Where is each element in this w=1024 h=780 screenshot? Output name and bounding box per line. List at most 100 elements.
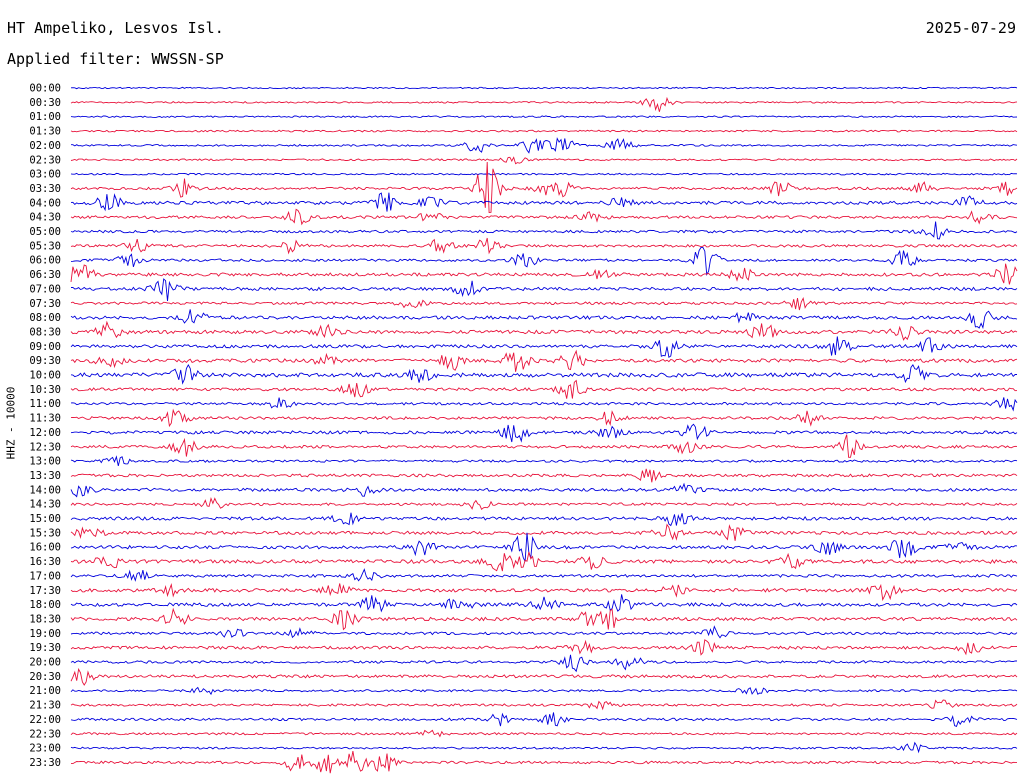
time-tick-label: 20:30 bbox=[29, 671, 61, 683]
time-tick-label: 16:00 bbox=[29, 542, 61, 554]
seismic-trace-line bbox=[70, 156, 1018, 165]
seismic-trace-line bbox=[70, 582, 1018, 602]
seismic-trace-line bbox=[70, 468, 1018, 483]
seismic-trace-line bbox=[70, 686, 1018, 696]
seismic-trace-line bbox=[70, 129, 1018, 133]
seismic-trace-line bbox=[70, 496, 1018, 511]
seismic-trace-line bbox=[70, 667, 1018, 686]
time-tick-label: 06:00 bbox=[29, 255, 61, 267]
time-tick-label: 09:00 bbox=[29, 341, 61, 353]
seismic-trace-line bbox=[70, 594, 1018, 613]
seismic-trace-line bbox=[70, 172, 1018, 176]
time-tick-label: 10:30 bbox=[29, 384, 61, 396]
time-tick-label: 22:00 bbox=[29, 714, 61, 726]
time-tick-label: 03:00 bbox=[29, 169, 61, 181]
time-tick-label: 09:30 bbox=[29, 355, 61, 367]
time-tick-label: 19:00 bbox=[29, 628, 61, 640]
seismic-trace-line bbox=[70, 115, 1018, 119]
seismic-trace-line bbox=[71, 137, 1018, 154]
seismic-trace-line bbox=[70, 208, 1018, 226]
time-tick-label: 05:30 bbox=[29, 240, 61, 252]
time-tick-label: 14:00 bbox=[29, 484, 61, 496]
seismic-trace-line bbox=[70, 237, 1018, 255]
time-tick-label: 22:30 bbox=[29, 728, 61, 740]
time-tick-label: 17:00 bbox=[29, 570, 61, 582]
seismic-trace-line bbox=[70, 434, 1018, 458]
seismic-trace-line bbox=[70, 741, 1018, 754]
time-tick-label: 05:00 bbox=[29, 226, 61, 238]
time-tick-label: 23:00 bbox=[29, 743, 61, 755]
seismic-trace-line bbox=[70, 654, 1018, 673]
time-tick-label: 18:00 bbox=[29, 599, 61, 611]
time-tick-label: 11:30 bbox=[29, 413, 61, 425]
time-tick-label: 15:00 bbox=[29, 513, 61, 525]
time-tick-label: 08:00 bbox=[29, 312, 61, 324]
time-tick-label: 21:00 bbox=[29, 685, 61, 697]
time-tick-label: 13:00 bbox=[29, 456, 61, 468]
time-tick-label: 01:30 bbox=[29, 126, 61, 138]
seismic-trace-line bbox=[70, 349, 1018, 372]
time-tick-label: 01:00 bbox=[29, 111, 61, 123]
seismic-trace-line bbox=[70, 161, 1018, 213]
seismic-trace-line bbox=[70, 96, 1018, 112]
time-tick-label: 04:30 bbox=[29, 212, 61, 224]
seismic-trace-line bbox=[70, 699, 1018, 711]
seismic-trace-line bbox=[70, 278, 1018, 302]
seismic-trace-line bbox=[70, 320, 1018, 341]
time-tick-label: 07:30 bbox=[29, 298, 61, 310]
time-tick-label: 04:00 bbox=[29, 197, 61, 209]
time-tick-label: 16:30 bbox=[29, 556, 61, 568]
seismic-trace-line bbox=[70, 639, 1018, 656]
seismic-trace-line bbox=[70, 532, 1018, 562]
seismic-trace-line bbox=[70, 512, 1018, 527]
seismic-trace-line bbox=[70, 729, 1018, 738]
seismic-trace-line bbox=[70, 296, 1018, 311]
seismic-trace-line bbox=[70, 482, 1018, 498]
time-tick-label: 18:30 bbox=[29, 613, 61, 625]
time-tick-label: 00:30 bbox=[29, 97, 61, 109]
time-tick-label: 23:30 bbox=[29, 757, 61, 769]
time-tick-label: 21:30 bbox=[29, 700, 61, 712]
seismic-trace-line bbox=[70, 86, 1018, 90]
time-tick-label: 02:30 bbox=[29, 154, 61, 166]
filter-label: Applied filter: WWSSN-SP bbox=[7, 50, 224, 68]
date-label: 2025-07-29 bbox=[925, 19, 1016, 37]
seismic-trace-line bbox=[70, 607, 1018, 631]
time-tick-label: 14:30 bbox=[29, 499, 61, 511]
time-tick-label: 12:30 bbox=[29, 441, 61, 453]
seismic-trace-line bbox=[70, 246, 1018, 276]
seismic-trace-line bbox=[70, 551, 1018, 572]
time-tick-label: 17:30 bbox=[29, 585, 61, 597]
seismic-trace-line bbox=[71, 751, 1017, 774]
time-tick-label: 19:30 bbox=[29, 642, 61, 654]
seismic-trace-line bbox=[70, 455, 1018, 467]
time-tick-label: 00:00 bbox=[29, 83, 61, 95]
seismic-trace-line bbox=[70, 336, 1018, 358]
trace-group bbox=[70, 86, 1018, 774]
time-tick-label: 06:30 bbox=[29, 269, 61, 281]
time-tick-label: 10:00 bbox=[29, 370, 61, 382]
seismic-trace-line bbox=[70, 309, 1018, 330]
time-tick-group: 00:00 00:30 01:00 01:30 02:00 02:30 03:00 03:30… bbox=[29, 83, 61, 769]
time-tick-label: 11:00 bbox=[29, 398, 61, 410]
seismic-trace-line bbox=[70, 397, 1018, 412]
seismic-trace-line bbox=[70, 221, 1018, 240]
time-tick-label: 08:30 bbox=[29, 326, 61, 338]
time-tick-label: 15:30 bbox=[29, 527, 61, 539]
seismic-trace-line bbox=[70, 192, 1018, 212]
seismic-trace-line bbox=[70, 408, 1018, 428]
seismic-trace-line bbox=[70, 712, 1018, 727]
time-tick-label: 07:00 bbox=[29, 283, 61, 295]
time-tick-label: 12:00 bbox=[29, 427, 61, 439]
seismic-trace-line bbox=[70, 423, 1018, 443]
time-tick-label: 13:30 bbox=[29, 470, 61, 482]
seismic-trace-line bbox=[70, 523, 1018, 541]
time-tick-label: 03:30 bbox=[29, 183, 61, 195]
time-tick-label: 02:00 bbox=[29, 140, 61, 152]
seismic-trace-line bbox=[70, 379, 1018, 399]
station-title: HT Ampeliko, Lesvos Isl. bbox=[7, 19, 224, 37]
seismic-trace-line bbox=[70, 363, 1017, 385]
seismic-trace-line bbox=[70, 568, 1018, 582]
time-tick-label: 20:00 bbox=[29, 657, 61, 669]
